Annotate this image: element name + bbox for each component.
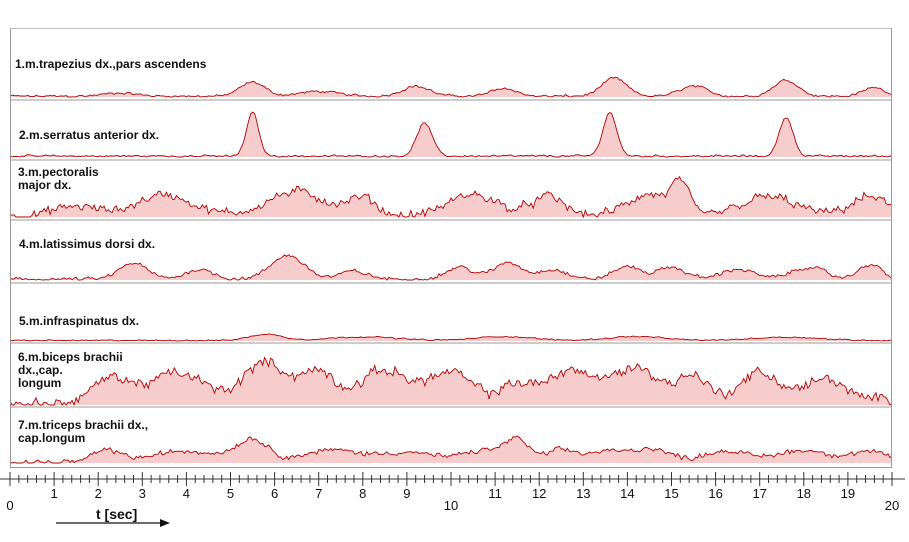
x-axis-title: t [sec] xyxy=(96,506,138,522)
x-tick-label: 13 xyxy=(576,486,590,501)
channel-label-4: 4.m.latissimus dorsi dx. xyxy=(19,237,156,251)
x-tick-label: 2 xyxy=(95,486,102,501)
x-tick-label: 17 xyxy=(752,486,766,501)
x-tick-label: 16 xyxy=(708,486,722,501)
x-tick-label: 6 xyxy=(271,486,278,501)
channel-label-5: 5.m.infraspinatus dx. xyxy=(19,314,140,328)
x-tick-label: 1 xyxy=(50,486,57,501)
x-tick-label: 4 xyxy=(183,486,190,501)
x-tick-label: 15 xyxy=(664,486,678,501)
series-area-7 xyxy=(10,435,892,463)
x-tick-label: 9 xyxy=(403,486,410,501)
x-tick-label: 5 xyxy=(227,486,234,501)
series-line-6 xyxy=(9,356,893,406)
x-tick-label: 19 xyxy=(841,486,855,501)
series-line-3 xyxy=(9,175,893,219)
series-line-2 xyxy=(9,111,893,158)
x-tick-label: 12 xyxy=(532,486,546,501)
channel-label-7: 7.m.triceps brachii dx., cap.longum xyxy=(18,418,149,445)
x-tick-label: 3 xyxy=(139,486,146,501)
channel-label-6: 6.m.biceps brachii dx.,cap. longum xyxy=(18,350,123,390)
x-tick-label: 18 xyxy=(797,486,811,501)
series-area-4 xyxy=(10,254,892,280)
x-tick-label: 8 xyxy=(359,486,366,501)
x-tick-label: 0 xyxy=(6,498,13,513)
x-tick-label: 10 xyxy=(444,498,458,513)
series-area-5 xyxy=(10,334,892,341)
series-area-6 xyxy=(10,357,892,405)
time-arrow-head xyxy=(160,519,170,527)
series-line-5 xyxy=(9,333,893,342)
x-tick-label: 7 xyxy=(315,486,322,501)
x-tick-label: 14 xyxy=(620,486,634,501)
series-line-4 xyxy=(9,254,893,281)
series-area-3 xyxy=(10,176,892,217)
channel-label-2: 2.m.serratus anterior dx. xyxy=(19,128,160,142)
x-tick-label: 11 xyxy=(488,486,502,501)
series-area-1 xyxy=(10,77,892,97)
x-tick-label: 20 xyxy=(885,498,899,513)
series-line-1 xyxy=(9,76,893,98)
series-line-7 xyxy=(9,435,893,464)
channel-label-3: 3.m.pectoralis major dx. xyxy=(18,165,99,192)
channel-label-1: 1.m.trapezius dx.,pars ascendens xyxy=(15,57,207,71)
